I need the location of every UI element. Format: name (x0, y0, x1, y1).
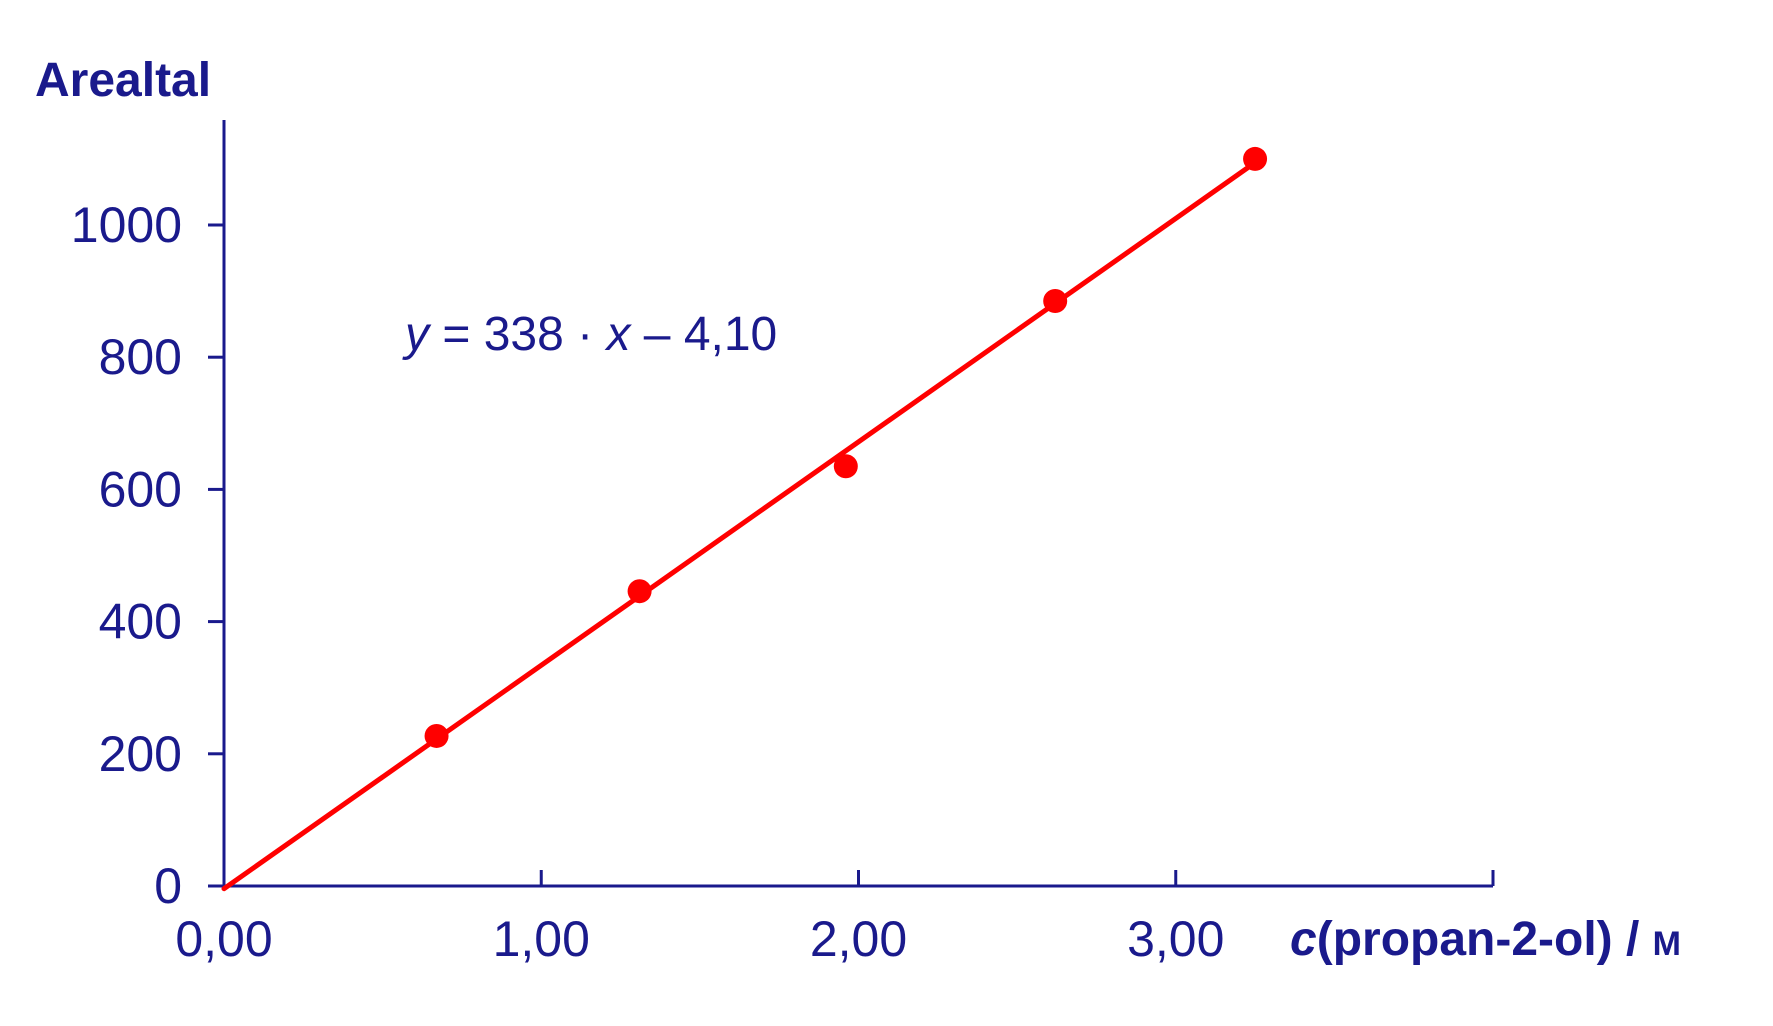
y-tick-label: 600 (99, 461, 182, 517)
data-point (1243, 146, 1268, 171)
ticks: 0 200 400 600 800 1000 0,00 1,00 2,00 3,00 (71, 197, 1495, 967)
fit-equation: y = 338 · x – 4,10 (402, 308, 777, 361)
data-point (1043, 289, 1068, 314)
axes (222, 120, 1493, 888)
x-tick-label: 3,00 (1127, 911, 1224, 967)
data-point (424, 723, 449, 748)
y-tick-label: 1000 (71, 197, 182, 253)
x-axis-title-var: c (1290, 913, 1317, 966)
data-point (833, 454, 858, 479)
x-axis-title-text: (propan-2-ol) / (1317, 913, 1653, 966)
fit-equation-rest: – 4,10 (630, 308, 777, 361)
fit-equation-y: y (402, 308, 432, 361)
data-point (627, 579, 652, 604)
x-tick-label: 1,00 (493, 911, 590, 967)
y-tick-label: 200 (99, 726, 182, 782)
data-points (424, 146, 1268, 748)
y-tick-label: 800 (99, 329, 182, 385)
x-axis-title: c(propan-2-ol) / M (1290, 913, 1681, 966)
x-tick-label: 2,00 (810, 911, 907, 967)
x-tick-label: 0,00 (175, 911, 272, 967)
y-tick-label: 0 (154, 858, 182, 914)
fit-equation-mid: = 338 · (429, 308, 606, 361)
fit-line-group (221, 160, 1258, 892)
fit-line (221, 160, 1258, 892)
x-axis-title-unit: M (1653, 925, 1681, 963)
y-axis-title: Arealtal (35, 54, 211, 107)
y-tick-label: 400 (99, 594, 182, 650)
fit-equation-x: x (604, 308, 632, 361)
